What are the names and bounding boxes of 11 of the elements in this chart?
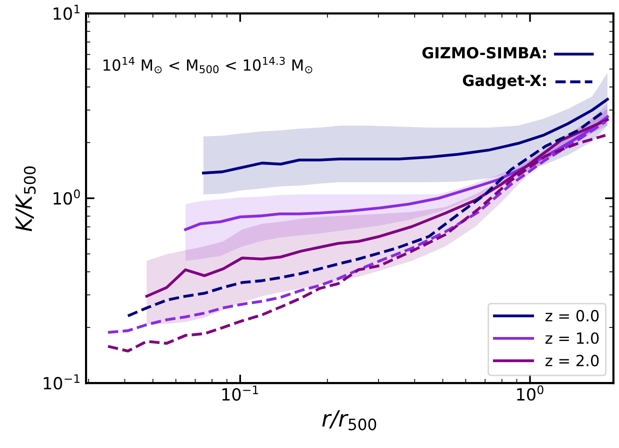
y-tick-label: 10$^{−1}$ <box>44 374 80 390</box>
y-tick-label: 10$^{1}$ <box>54 4 80 20</box>
x-axis-title: r/r$_{500}$ <box>322 410 376 430</box>
legend-label: z = 0.0 <box>546 310 599 322</box>
text: 10$^{14}$ M$_{⊙}$ < M$_{500}$ < 10$^{14.3}$ M$_{⊙}$ <box>104 56 312 74</box>
legend-label: z = 2.0 <box>546 354 599 366</box>
y-tick-label: 10$^{0}$ <box>54 189 80 205</box>
annotation: GIZMO-SIMBA: <box>422 46 546 59</box>
annotation: Gadget-X: <box>462 74 546 90</box>
legend-label: z = 1.0 <box>546 332 599 344</box>
y-axis-title: K/K$_{500}$ <box>16 166 36 232</box>
